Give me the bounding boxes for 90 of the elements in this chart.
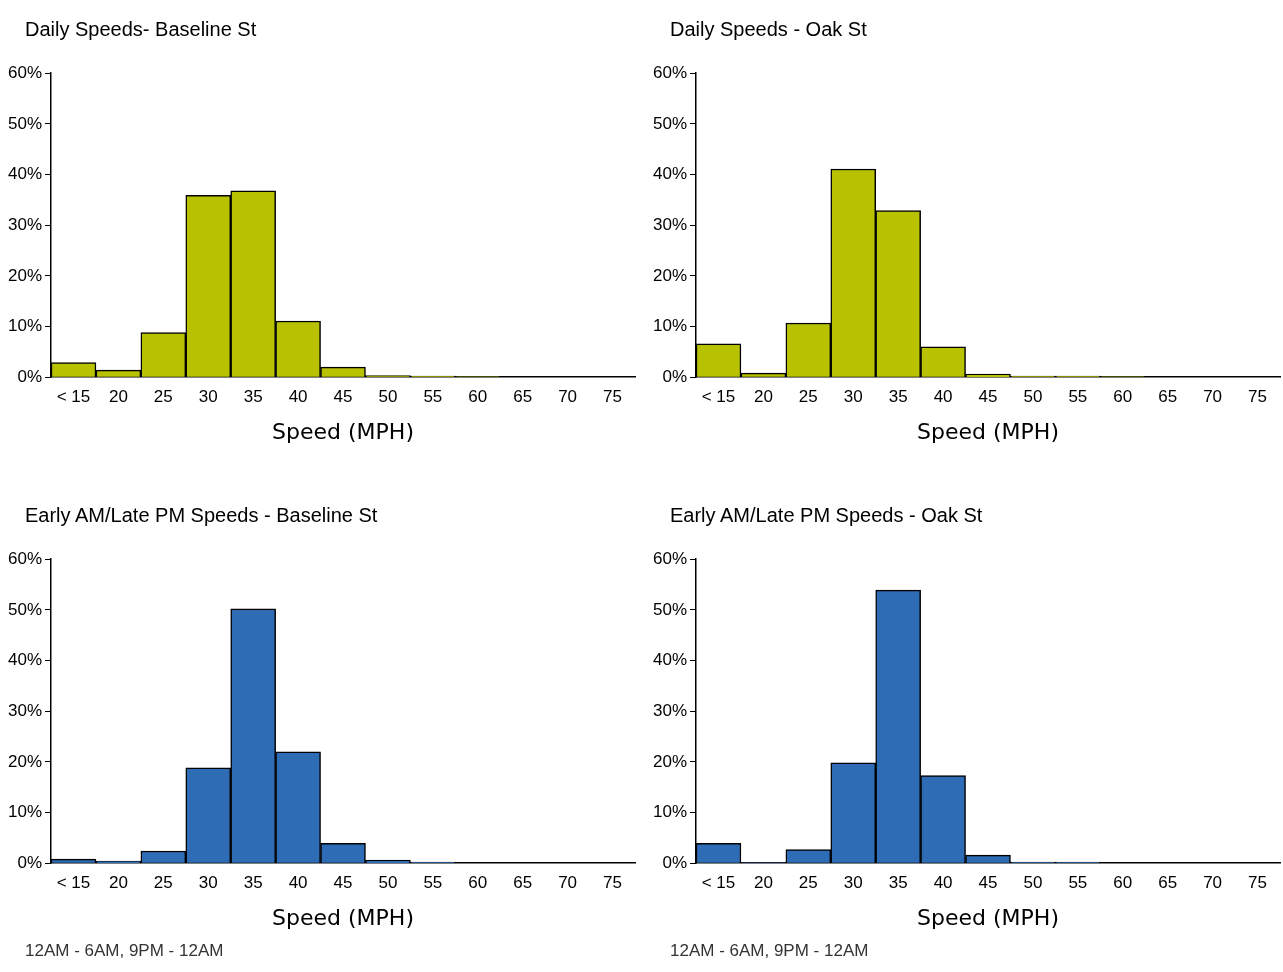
y-tick-label: 40% [652, 164, 688, 184]
y-tick-label: 50% [652, 113, 688, 133]
x-tick-label: < 15 [56, 873, 91, 893]
y-tick-label: 0% [17, 366, 43, 386]
x-tick-label: 70 [558, 387, 578, 407]
y-tick-label: 10% [652, 316, 688, 336]
y-tick-label: 20% [652, 265, 688, 285]
x-tick-label: 20 [108, 873, 128, 893]
x-tick-label: 30 [843, 873, 863, 893]
x-tick-label: 45 [978, 387, 998, 407]
x-tick-label: 50 [1023, 873, 1043, 893]
x-tick-label: 55 [1068, 873, 1088, 893]
y-tick-label: 60% [652, 62, 688, 82]
x-tick-label: 60 [1113, 387, 1133, 407]
x-tick-label: 25 [153, 873, 173, 893]
x-tick-label: 75 [603, 873, 622, 893]
x-tick-label: < 15 [701, 873, 736, 893]
x-axis-title: Speed (MPH) [272, 904, 414, 930]
x-tick-label: 55 [423, 873, 443, 893]
y-tick-label: 60% [652, 548, 688, 568]
x-tick-label: 50 [378, 873, 398, 893]
x-tick-label: 75 [603, 387, 622, 407]
x-tick-label: 30 [198, 873, 218, 893]
y-tick-label: 20% [7, 265, 43, 285]
y-tick-label: 50% [7, 113, 43, 133]
y-tick-label: 30% [7, 700, 43, 720]
x-tick-label: 35 [888, 387, 908, 407]
x-axis-title: Speed (MPH) [917, 904, 1059, 930]
x-tick-label: 65 [1158, 873, 1178, 893]
text: 12AM - 6AM, 9PM - 12AM [670, 941, 869, 961]
y-tick-label: 40% [7, 164, 43, 184]
y-tick-label: 50% [652, 599, 688, 619]
y-tick-label: 30% [652, 700, 688, 720]
x-tick-label: 75 [1248, 387, 1267, 407]
y-tick-label: 0% [662, 366, 688, 386]
x-tick-label: 70 [558, 873, 578, 893]
y-tick-label: 60% [7, 548, 43, 568]
x-tick-label: 55 [1068, 387, 1088, 407]
x-tick-label: 65 [513, 387, 533, 407]
x-tick-label: 60 [468, 873, 488, 893]
x-tick-label: 45 [333, 387, 353, 407]
x-tick-label: 70 [1203, 873, 1223, 893]
y-tick-label: 0% [17, 852, 43, 872]
x-tick-label: 60 [468, 387, 488, 407]
x-axis-title: Speed (MPH) [272, 418, 414, 444]
x-tick-label: 45 [978, 873, 998, 893]
x-tick-label: 30 [198, 387, 218, 407]
x-tick-label: 50 [378, 387, 398, 407]
x-tick-label: 55 [423, 387, 443, 407]
x-axis-title: Speed (MPH) [917, 418, 1059, 444]
x-tick-label: 20 [108, 387, 128, 407]
y-tick-label: 40% [7, 650, 43, 670]
y-tick-label: 60% [7, 62, 43, 82]
x-tick-label: 60 [1113, 873, 1133, 893]
x-tick-label: 25 [153, 387, 173, 407]
x-tick-label: 35 [243, 387, 263, 407]
x-tick-label: 65 [1158, 387, 1178, 407]
y-tick-label: 20% [7, 751, 43, 771]
x-tick-label: 40 [933, 387, 953, 407]
y-tick-label: 30% [7, 214, 43, 234]
x-tick-label: < 15 [701, 387, 736, 407]
x-tick-label: < 15 [56, 387, 91, 407]
y-tick-label: 10% [7, 802, 43, 822]
x-tick-label: 35 [243, 873, 263, 893]
x-tick-label: 45 [333, 873, 353, 893]
x-tick-label: 70 [1203, 387, 1223, 407]
y-tick-label: 0% [662, 852, 688, 872]
x-tick-label: 50 [1023, 387, 1043, 407]
x-tick-label: 30 [843, 387, 863, 407]
x-tick-label: 40 [933, 873, 953, 893]
chart-title: Early AM/Late PM Speeds - Oak St [670, 504, 983, 527]
chart-title: Early AM/Late PM Speeds - Baseline St [25, 504, 378, 527]
x-tick-label: 75 [1248, 873, 1267, 893]
x-tick-label: 20 [753, 387, 773, 407]
text: 12AM - 6AM, 9PM - 12AM [25, 941, 224, 961]
y-tick-label: 20% [652, 751, 688, 771]
x-tick-label: 25 [798, 873, 818, 893]
y-tick-label: 10% [7, 316, 43, 336]
y-tick-label: 30% [652, 214, 688, 234]
chart-title: Daily Speeds - Oak St [670, 18, 867, 41]
chart-title: Daily Speeds- Baseline St [25, 18, 257, 41]
y-tick-label: 50% [7, 599, 43, 619]
x-tick-label: 65 [513, 873, 533, 893]
x-tick-label: 25 [798, 387, 818, 407]
x-tick-label: 40 [288, 387, 308, 407]
y-tick-label: 10% [652, 802, 688, 822]
x-tick-label: 40 [288, 873, 308, 893]
x-tick-label: 20 [753, 873, 773, 893]
x-tick-label: 35 [888, 873, 908, 893]
y-tick-label: 40% [652, 650, 688, 670]
